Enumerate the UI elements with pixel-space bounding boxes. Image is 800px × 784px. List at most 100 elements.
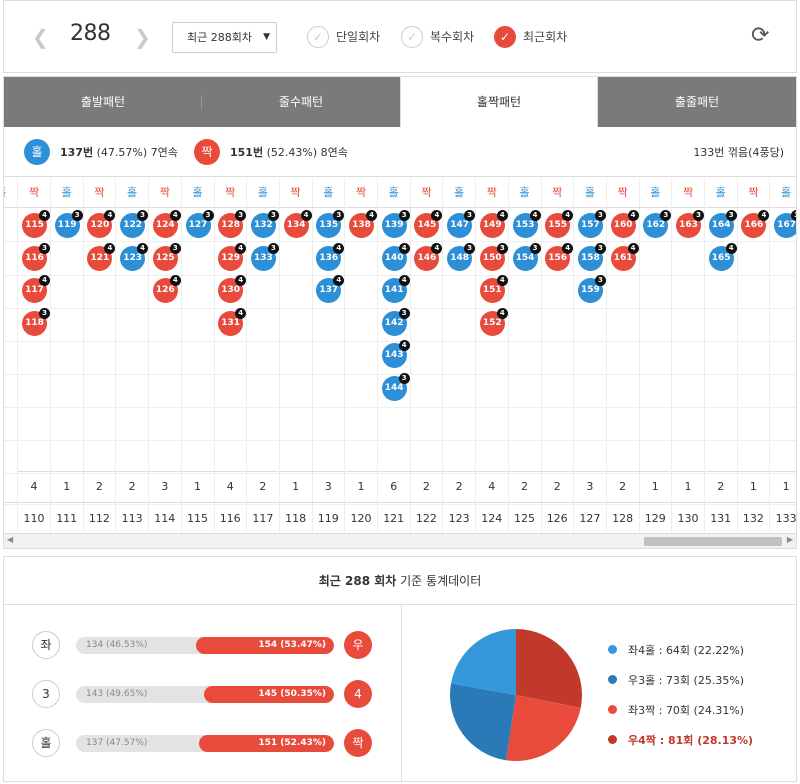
result-ball[interactable]: 126 4 bbox=[152, 275, 181, 304]
result-ball[interactable]: 125 3 bbox=[152, 242, 181, 271]
result-ball[interactable]: 160 4 bbox=[610, 210, 639, 238]
ball-line-badge: 3 bbox=[464, 242, 476, 254]
streak-count: 4 bbox=[18, 471, 50, 501]
scroll-left-icon[interactable]: ◀ bbox=[7, 535, 14, 544]
ball-line-badge: 4 bbox=[39, 210, 50, 221]
ball-number: 147 bbox=[450, 220, 469, 230]
result-ball[interactable]: 115 4 bbox=[22, 210, 50, 238]
ball-number: 140 bbox=[384, 252, 404, 263]
result-ball[interactable]: 163 3 bbox=[676, 210, 704, 238]
statistics-panel: 최근 288 회차 기준 통계데이터 좌 134 (46.53%) 154 (53.… bbox=[3, 556, 797, 782]
result-ball[interactable]: 147 3 bbox=[447, 210, 476, 238]
result-ball[interactable]: 135 3 bbox=[316, 210, 345, 238]
result-ball[interactable]: 150 3 bbox=[479, 242, 508, 271]
tab-line-pattern[interactable]: 줄수패턴 bbox=[202, 77, 400, 127]
result-ball[interactable]: 128 3 bbox=[218, 210, 247, 238]
round-select[interactable]: 최근 288회차 ▼ bbox=[172, 22, 277, 53]
result-ball[interactable]: 131 4 bbox=[218, 307, 247, 336]
ball-line-badge: 3 bbox=[398, 307, 410, 319]
result-ball[interactable]: 1673 bbox=[774, 210, 796, 238]
result-ball[interactable]: 120 4 bbox=[87, 210, 116, 238]
result-ball[interactable]: 117 4 bbox=[22, 275, 50, 304]
round-number: 132 bbox=[737, 502, 770, 533]
tab-start-line-pattern[interactable]: 출줄패턴 bbox=[598, 77, 796, 127]
ball-number: 131 bbox=[221, 317, 241, 328]
ball-number: 163 bbox=[679, 220, 698, 230]
scroll-right-icon[interactable]: ▶ bbox=[786, 535, 793, 544]
round-column: 홀 162 3 1 129 bbox=[639, 178, 673, 533]
result-ball[interactable]: 164 3 bbox=[708, 210, 737, 238]
tab-odd-even-pattern[interactable]: 홀짝패턴 bbox=[400, 77, 598, 127]
round-column: 짝 115 4 116 3 117 4 118 3 4 110 bbox=[18, 178, 51, 533]
prev-round-icon[interactable]: ❮ bbox=[32, 25, 49, 49]
scroll-thumb[interactable] bbox=[644, 537, 782, 546]
result-ball[interactable]: 143 4 bbox=[381, 340, 410, 369]
result-ball[interactable]: 146 4 bbox=[414, 242, 443, 271]
result-ball[interactable]: 139 3 bbox=[381, 210, 410, 238]
ball-line-badge: 4 bbox=[398, 275, 410, 287]
column-result: 짝 bbox=[214, 178, 247, 208]
result-ball[interactable]: 121 4 bbox=[87, 242, 116, 271]
refresh-icon[interactable]: ⟳ bbox=[751, 23, 770, 48]
result-ball[interactable]: 122 3 bbox=[120, 210, 149, 238]
result-ball[interactable]: 166 4 bbox=[741, 210, 770, 238]
result-ball[interactable]: 134 4 bbox=[283, 210, 312, 238]
result-ball[interactable]: 148 3 bbox=[447, 242, 476, 271]
ball-number: 161 bbox=[613, 252, 633, 263]
ball-number: 116 bbox=[25, 252, 44, 263]
ball-line-badge: 4 bbox=[104, 210, 116, 221]
result-ball[interactable]: 127 3 bbox=[185, 210, 214, 238]
result-ball[interactable]: 129 4 bbox=[218, 242, 247, 271]
even-detail: (52.43%) 8연속 bbox=[266, 146, 348, 159]
ball-line-badge: 4 bbox=[104, 242, 116, 254]
ball-line-badge: 3 bbox=[594, 242, 606, 254]
result-ball[interactable]: 137 4 bbox=[316, 275, 345, 304]
ball-number: 149 bbox=[482, 220, 502, 230]
result-ball[interactable]: 159 3 bbox=[577, 275, 606, 304]
column-result: 짝 bbox=[83, 178, 116, 208]
result-ball[interactable]: 130 4 bbox=[218, 275, 247, 304]
streak-count: 1 bbox=[639, 471, 672, 501]
result-ball[interactable]: 142 3 bbox=[381, 307, 410, 336]
legend-dot bbox=[608, 675, 617, 684]
result-ball[interactable]: 123 4 bbox=[120, 242, 149, 271]
next-round-icon[interactable]: ❯ bbox=[134, 25, 151, 49]
result-ball[interactable]: 119 3 bbox=[54, 210, 83, 238]
round-number: 114 bbox=[148, 502, 181, 533]
result-ball[interactable]: 118 3 bbox=[22, 307, 50, 336]
result-ball[interactable]: 152 4 bbox=[479, 307, 508, 336]
ball-number: 155 bbox=[548, 220, 568, 230]
result-ball[interactable]: 136 4 bbox=[316, 242, 345, 271]
result-ball[interactable]: 153 4 bbox=[512, 210, 541, 238]
result-ball[interactable]: 155 4 bbox=[545, 210, 574, 238]
result-ball[interactable]: 132 3 bbox=[250, 210, 279, 238]
result-ball[interactable]: 145 4 bbox=[414, 210, 443, 238]
comparison-bar: 137 (47.57%) 151 (52.43%) bbox=[76, 735, 334, 752]
result-ball[interactable]: 116 3 bbox=[22, 242, 50, 271]
round-number: 112 bbox=[83, 502, 116, 533]
check-icon: ✓ bbox=[307, 26, 329, 48]
result-ball[interactable]: 162 3 bbox=[643, 210, 672, 238]
result-ball[interactable]: 124 4 bbox=[152, 210, 181, 238]
round-number: 120 bbox=[345, 502, 377, 533]
result-ball[interactable]: 154 3 bbox=[512, 242, 541, 271]
streak-count: 1 bbox=[770, 471, 796, 501]
horizontal-scrollbar[interactable]: ◀ ▶ bbox=[4, 533, 796, 548]
result-ball[interactable]: 149 4 bbox=[479, 210, 508, 238]
result-ball[interactable]: 157 3 bbox=[577, 210, 606, 238]
ball-number: 125 bbox=[155, 252, 175, 263]
result-ball[interactable]: 158 3 bbox=[577, 242, 606, 271]
result-ball[interactable]: 140 4 bbox=[381, 242, 410, 271]
tab-start-pattern[interactable]: 출발패턴 bbox=[4, 77, 202, 127]
ball-number: 139 bbox=[384, 220, 404, 230]
result-ball[interactable]: 151 4 bbox=[479, 275, 508, 304]
result-ball[interactable]: 138 4 bbox=[349, 210, 377, 238]
result-ball[interactable]: 133 3 bbox=[250, 242, 279, 271]
tab-label: 출줄패턴 bbox=[674, 95, 720, 109]
result-ball[interactable]: 165 4 bbox=[708, 242, 737, 271]
result-ball[interactable]: 141 4 bbox=[381, 275, 410, 304]
result-ball[interactable]: 156 4 bbox=[545, 242, 574, 271]
streak-count: 2 bbox=[704, 471, 737, 501]
result-ball[interactable]: 144 3 bbox=[381, 373, 410, 401]
result-ball[interactable]: 161 4 bbox=[610, 242, 639, 271]
